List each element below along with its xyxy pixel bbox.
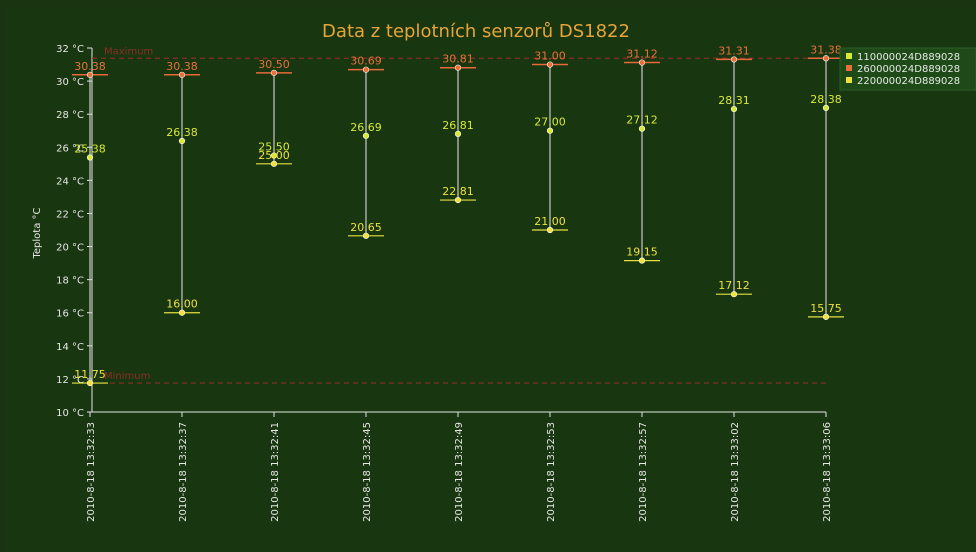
y-tick-label: 22 °C <box>56 209 84 220</box>
data-label: 31.38 <box>810 43 842 56</box>
x-tick-label: 2010-8-18 13:32:41 <box>270 422 281 522</box>
data-label: 25.00 <box>258 149 290 162</box>
data-label: 25.38 <box>74 143 106 156</box>
y-tick-label: 18 °C <box>56 276 84 287</box>
data-label: 31.31 <box>718 44 750 57</box>
data-label: 30.50 <box>258 58 290 71</box>
chart-frame: Data z teplotních senzorů DS1822 10 °C 12 … <box>6 8 976 552</box>
data-label: 26.69 <box>350 121 382 134</box>
data-label: 15.75 <box>810 302 842 315</box>
data-point <box>270 160 278 167</box>
data-label: 25.50 <box>258 141 290 154</box>
data-point <box>822 313 830 320</box>
data-point <box>546 226 554 234</box>
chart-title: Data z teplotních senzorů DS1822 <box>322 21 630 42</box>
data-point <box>638 125 646 132</box>
data-point <box>454 196 462 204</box>
data-point <box>730 56 738 63</box>
data-point <box>178 137 186 145</box>
temperature-chart: Data z teplotních senzorů DS1822 10 °C 12 … <box>32 21 976 522</box>
reference-line-label: Maximum <box>104 46 153 57</box>
data-point <box>730 291 738 298</box>
y-tick-label: 26 °C <box>56 143 84 154</box>
data-point <box>454 130 462 137</box>
data-point <box>362 66 370 73</box>
x-tick-label: 2010-8-18 13:33:06 <box>822 422 833 522</box>
data-point <box>730 105 738 113</box>
data-point <box>270 69 278 76</box>
data-point <box>638 257 646 264</box>
data-label: 31.00 <box>534 50 566 63</box>
data-label: 28.38 <box>810 93 842 106</box>
data-point <box>546 61 554 68</box>
data-label: 30.38 <box>74 60 106 73</box>
data-point <box>638 59 646 66</box>
data-label: 27.00 <box>534 116 566 129</box>
data-label: 31.12 <box>626 48 658 61</box>
y-tick-label: 10 °C <box>56 408 84 419</box>
x-tick-label: 2010-8-18 13:32:49 <box>454 422 465 522</box>
x-tick-label: 2010-8-18 13:32:45 <box>362 422 373 522</box>
y-tick-label: 28 °C <box>56 110 84 121</box>
y-tick-label: 30 °C <box>56 77 84 88</box>
y-axis-label: Teplota °C <box>32 207 43 259</box>
data-label: 28.31 <box>718 94 750 107</box>
legend-swatch <box>846 53 852 59</box>
reference-line-label: Minimum <box>104 371 150 382</box>
data-label: 19.15 <box>626 246 658 259</box>
data-point <box>178 71 186 78</box>
data-label: 22.81 <box>442 185 474 198</box>
data-point <box>822 55 830 62</box>
legend-entry: 260000024D889028 <box>857 64 960 75</box>
data-label: 17.12 <box>718 279 750 292</box>
y-tick-label: 12 °C <box>56 375 84 386</box>
x-tick-label: 2010-8-18 13:32:53 <box>546 422 557 522</box>
data-label: 16.00 <box>166 298 198 311</box>
x-tick-label: 2010-8-18 13:32:57 <box>638 422 649 522</box>
data-point <box>86 71 94 78</box>
x-tick-label: 2010-8-18 13:32:33 <box>86 422 97 522</box>
data-label: 20.65 <box>350 221 382 234</box>
data-point <box>822 104 830 111</box>
data-label: 27.12 <box>626 114 658 127</box>
data-label: 26.81 <box>442 119 474 132</box>
data-point <box>454 64 462 71</box>
y-tick-label: 32 °C <box>56 44 84 55</box>
data-label: 30.81 <box>442 53 474 66</box>
data-label: 30.69 <box>350 55 382 68</box>
legend-swatch <box>846 65 852 71</box>
legend-swatch <box>846 77 852 83</box>
y-tick-label: 20 °C <box>56 243 84 254</box>
data-label: 21.00 <box>534 215 566 228</box>
y-tick-label: 16 °C <box>56 309 84 320</box>
data-point <box>546 127 554 134</box>
data-point <box>178 309 186 316</box>
data-point <box>270 152 278 159</box>
data-point <box>86 379 94 387</box>
data-point <box>362 132 370 139</box>
data-point <box>362 232 370 239</box>
data-label: 11.75 <box>74 368 106 381</box>
legend-entry: 110000024D889028 <box>857 52 960 63</box>
legend-entry: 220000024D889028 <box>857 76 960 87</box>
legend-box <box>839 47 976 91</box>
data-label: 30.38 <box>166 60 198 73</box>
data-point <box>86 154 94 161</box>
x-tick-label: 2010-8-18 13:33:02 <box>730 422 741 522</box>
y-tick-label: 14 °C <box>56 342 84 353</box>
y-tick-label: 24 °C <box>56 176 84 187</box>
x-tick-label: 2010-8-18 13:32:37 <box>178 422 189 522</box>
data-label: 26.38 <box>166 126 198 139</box>
